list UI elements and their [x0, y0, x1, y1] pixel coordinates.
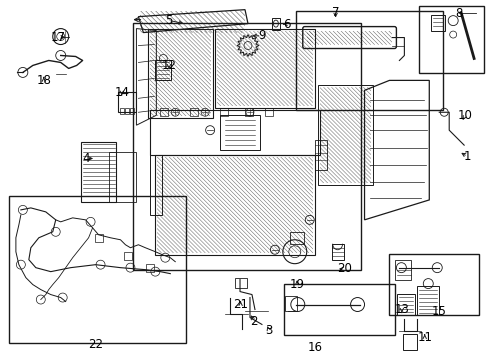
Text: 7: 7 — [331, 6, 339, 19]
Bar — [295, 11, 442, 110]
Bar — [108, 152, 136, 202]
Bar — [220, 108, 227, 116]
Bar — [285, 296, 296, 311]
Bar — [215, 28, 314, 108]
Text: 18: 18 — [36, 74, 51, 87]
Bar — [283, 284, 395, 336]
Text: 1: 1 — [463, 150, 470, 163]
Bar — [81, 142, 116, 202]
Bar — [118, 92, 136, 112]
Bar — [94, 234, 102, 242]
Text: 12: 12 — [161, 59, 176, 72]
Bar — [148, 28, 213, 118]
Text: 14: 14 — [114, 86, 129, 99]
Bar — [317, 85, 372, 185]
Bar — [125, 108, 129, 114]
Bar — [244, 108, 252, 116]
Bar — [416, 285, 438, 315]
Text: 10: 10 — [457, 109, 471, 122]
Text: 22: 22 — [88, 338, 103, 351]
Bar — [133, 23, 360, 270]
Bar — [395, 260, 410, 280]
Bar — [155, 60, 171, 80]
Text: 2: 2 — [250, 315, 258, 328]
Bar — [120, 108, 124, 114]
Text: 21: 21 — [233, 298, 247, 311]
Bar — [331, 244, 343, 260]
Bar — [289, 232, 303, 244]
Text: 16: 16 — [307, 341, 322, 354]
Bar — [190, 108, 198, 116]
Bar — [388, 254, 478, 315]
Text: 9: 9 — [257, 29, 265, 42]
Text: 17: 17 — [51, 31, 66, 44]
Text: 5: 5 — [165, 14, 172, 27]
Bar — [419, 6, 483, 73]
Text: 4: 4 — [82, 152, 90, 165]
Text: 15: 15 — [431, 306, 446, 319]
Bar — [130, 108, 134, 114]
Text: 20: 20 — [336, 262, 351, 275]
Text: 11: 11 — [416, 331, 431, 344]
Text: 3: 3 — [264, 324, 272, 337]
Bar — [430, 15, 444, 31]
Bar — [264, 108, 272, 116]
Bar — [150, 155, 162, 215]
Bar — [397, 293, 414, 315]
Bar — [146, 264, 154, 272]
Bar — [160, 108, 168, 116]
Bar — [155, 155, 314, 255]
Text: 19: 19 — [289, 278, 304, 291]
Bar — [235, 278, 246, 288]
Text: 13: 13 — [394, 303, 408, 316]
Bar — [150, 110, 319, 155]
Bar — [403, 334, 416, 350]
Bar — [124, 252, 132, 260]
Bar — [220, 115, 260, 150]
Text: 6: 6 — [283, 18, 290, 31]
Bar — [271, 18, 279, 30]
Bar — [314, 140, 326, 170]
Bar — [9, 196, 186, 343]
Text: 8: 8 — [454, 7, 462, 20]
